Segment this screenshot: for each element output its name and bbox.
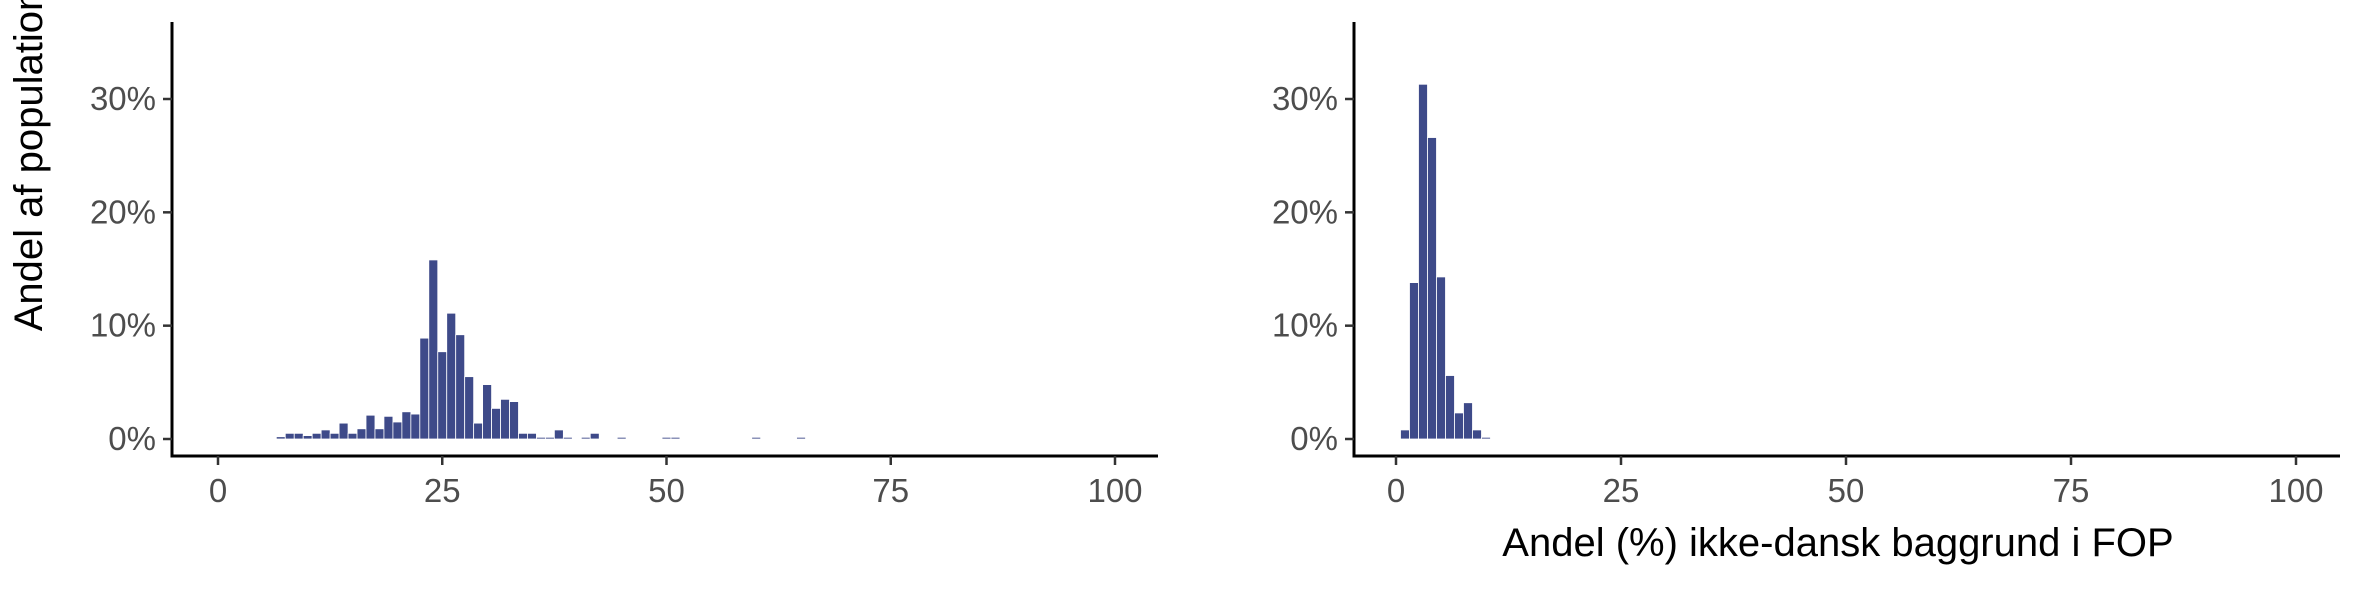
histogram-bar xyxy=(437,351,448,440)
x-tick-label: 25 xyxy=(1603,472,1640,509)
histogram-bar xyxy=(1472,429,1482,440)
y-tick-label: 20% xyxy=(1272,193,1338,230)
histogram-bar xyxy=(589,432,600,440)
histogram-bar xyxy=(796,436,806,440)
histogram-bar xyxy=(356,428,367,440)
histogram-bar xyxy=(616,436,627,440)
histogram-bar xyxy=(1436,276,1446,440)
histogram-bar xyxy=(392,421,403,440)
histogram-bar xyxy=(482,384,492,440)
x-tick-label: 100 xyxy=(1087,472,1142,509)
histogram-bar xyxy=(401,411,412,440)
y-tick-label: 0% xyxy=(108,420,156,457)
histogram-bar xyxy=(320,429,331,440)
histogram-bar xyxy=(509,401,519,440)
y-tick-label: 20% xyxy=(90,193,156,230)
histogram-bar xyxy=(1409,282,1419,440)
x-tick-label: 75 xyxy=(2053,472,2090,509)
histogram-bar xyxy=(329,432,340,440)
histogram-bar xyxy=(1454,412,1464,440)
histogram-bar xyxy=(1445,375,1455,440)
bars-right xyxy=(1400,83,1491,440)
histogram-bar xyxy=(1481,436,1491,440)
y-axis-title-left: Andel af population xyxy=(7,0,51,331)
histogram-bar xyxy=(562,436,573,440)
histogram-bar xyxy=(293,432,304,440)
x-axis-title-right: Andel (%) ikke-dansk baggrund i FOP xyxy=(1502,521,2173,565)
histogram-bar xyxy=(347,432,358,440)
histogram-bar xyxy=(553,429,564,440)
y-tick-label: 30% xyxy=(1272,80,1338,117)
histogram-bar xyxy=(284,432,295,440)
histogram-bar xyxy=(455,334,466,440)
x-tick-label: 100 xyxy=(2268,472,2323,509)
x-ticks-right: 0 25 50 75 100 xyxy=(1387,456,2324,509)
histogram-bar xyxy=(338,422,349,440)
panel-left: 0% 10% 20% 30% 0 25 50 75 100 Andel af populati… xyxy=(7,0,1158,509)
y-tick-label: 10% xyxy=(1272,307,1338,344)
y-ticks-right: 0% 10% 20% 30% xyxy=(1272,80,1354,457)
histogram-bar xyxy=(302,435,313,440)
histogram-bar xyxy=(491,407,501,440)
histogram-bar xyxy=(518,432,528,440)
bars-left xyxy=(275,259,806,440)
histogram-bar xyxy=(670,436,681,440)
y-tick-label: 10% xyxy=(90,307,156,344)
y-tick-label: 0% xyxy=(1290,420,1338,457)
x-tick-label: 0 xyxy=(1387,472,1405,509)
histogram-bar xyxy=(473,422,484,440)
histogram-bar xyxy=(661,436,672,440)
histogram-bar xyxy=(419,337,430,440)
histogram-bar xyxy=(428,259,439,440)
x-tick-label: 75 xyxy=(872,472,909,509)
histogram-bar xyxy=(275,436,286,440)
histogram-bar xyxy=(446,312,457,440)
histogram-bar xyxy=(1400,429,1410,440)
histogram-bar xyxy=(464,376,475,440)
histogram-bar xyxy=(536,436,546,440)
x-tick-label: 25 xyxy=(424,472,461,509)
histogram-bar xyxy=(1463,402,1473,440)
histogram-bar xyxy=(1418,83,1428,440)
y-tick-label: 30% xyxy=(90,80,156,117)
histogram-bar xyxy=(545,436,555,440)
x-tick-label: 50 xyxy=(1828,472,1865,509)
histogram-bar xyxy=(580,436,591,440)
histogram-bar xyxy=(374,428,385,440)
y-ticks-left: 0% 10% 20% 30% xyxy=(90,80,172,457)
x-tick-label: 0 xyxy=(209,472,227,509)
histogram-bar xyxy=(383,415,394,440)
histogram-bar xyxy=(751,436,762,440)
histogram-bar xyxy=(311,432,322,440)
histogram-bar xyxy=(410,413,421,440)
histogram-bar xyxy=(1427,137,1437,440)
x-tick-label: 50 xyxy=(648,472,685,509)
histogram-bar xyxy=(527,432,537,440)
x-ticks-left: 0 25 50 75 100 xyxy=(209,456,1143,509)
histogram-bar xyxy=(500,398,510,440)
histogram-bar xyxy=(365,414,376,440)
panel-right: 0% 10% 20% 30% 0 25 50 75 100 Andel (%) ikke-da… xyxy=(1272,22,2340,565)
